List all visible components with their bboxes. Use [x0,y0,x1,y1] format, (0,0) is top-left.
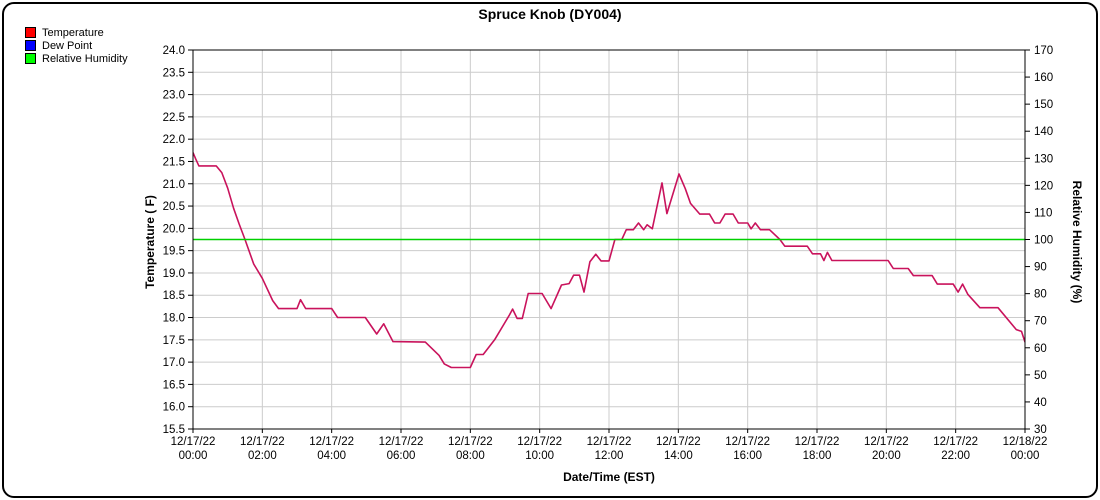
svg-text:12/17/22: 12/17/22 [448,436,493,448]
svg-text:02:00: 02:00 [248,450,277,462]
svg-text:12/17/22: 12/17/22 [379,436,424,448]
svg-text:12/18/22: 12/18/22 [1003,436,1048,448]
relative-humidity-swatch-icon [25,53,36,64]
svg-text:18.5: 18.5 [163,290,185,302]
svg-text:12/17/22: 12/17/22 [795,436,840,448]
svg-text:18.0: 18.0 [163,313,185,325]
svg-text:23.0: 23.0 [163,90,185,102]
svg-text:16.0: 16.0 [163,402,185,414]
svg-text:18:00: 18:00 [803,450,832,462]
svg-text:22.5: 22.5 [163,112,185,124]
svg-text:17.0: 17.0 [163,357,185,369]
svg-text:120: 120 [1034,180,1053,192]
tick-labels: 15.5 16.0 16.5 17.0 17.5 18.0 18.5 19.0 19.5 20.0… [163,45,1054,462]
svg-text:12/17/22: 12/17/22 [587,436,632,448]
svg-text:12/17/22: 12/17/22 [933,436,978,448]
svg-text:12/17/22: 12/17/22 [517,436,562,448]
legend-item-relative-humidity: Relative Humidity [25,52,128,65]
legend-label-dew-point: Dew Point [42,39,93,52]
svg-text:80: 80 [1034,289,1047,301]
svg-text:110: 110 [1034,207,1052,219]
svg-text:14:00: 14:00 [664,450,693,462]
svg-text:100: 100 [1034,235,1053,247]
svg-text:04:00: 04:00 [317,450,346,462]
dew-point-swatch-icon [25,40,36,51]
svg-text:12/17/22: 12/17/22 [864,436,909,448]
svg-text:90: 90 [1034,262,1047,274]
svg-text:20.0: 20.0 [163,223,185,235]
svg-text:160: 160 [1034,72,1053,84]
svg-text:15.5: 15.5 [163,424,185,436]
axis-ticks [188,49,1030,433]
svg-text:12:00: 12:00 [595,450,624,462]
x-axis-title: Date/Time (EST) [563,470,655,484]
svg-text:50: 50 [1034,370,1047,382]
svg-text:40: 40 [1034,397,1047,409]
svg-text:06:00: 06:00 [387,450,416,462]
svg-text:60: 60 [1034,343,1047,355]
svg-text:00:00: 00:00 [179,450,208,462]
svg-text:20:00: 20:00 [872,450,901,462]
svg-text:16:00: 16:00 [733,450,762,462]
svg-text:12/17/22: 12/17/22 [171,436,216,448]
svg-text:130: 130 [1034,153,1053,165]
svg-text:140: 140 [1034,126,1053,138]
svg-text:12/17/22: 12/17/22 [309,436,354,448]
svg-text:19.5: 19.5 [163,246,185,258]
svg-text:17.5: 17.5 [163,335,185,347]
gridlines [193,50,1025,429]
svg-text:170: 170 [1034,45,1053,57]
svg-text:150: 150 [1034,99,1053,111]
svg-text:00:00: 00:00 [1011,450,1040,462]
svg-text:70: 70 [1034,316,1047,328]
svg-text:16.5: 16.5 [163,379,185,391]
svg-text:08:00: 08:00 [456,450,485,462]
legend-label-temperature: Temperature [42,26,104,39]
svg-text:23.5: 23.5 [163,67,185,79]
svg-text:21.5: 21.5 [163,156,185,168]
svg-text:10:00: 10:00 [525,450,554,462]
temperature-swatch-icon [25,27,36,38]
svg-text:20.5: 20.5 [163,201,185,213]
svg-text:22.0: 22.0 [163,134,185,146]
svg-text:21.0: 21.0 [163,179,185,191]
legend-label-relative-humidity: Relative Humidity [42,52,128,65]
svg-text:22:00: 22:00 [941,450,970,462]
svg-text:12/17/22: 12/17/22 [240,436,285,448]
legend: Temperature Dew Point Relative Humidity [25,26,128,65]
svg-text:19.0: 19.0 [163,268,185,280]
svg-text:30: 30 [1034,424,1047,436]
svg-text:24.0: 24.0 [163,45,185,57]
chart-title: Spruce Knob (DY004) [478,6,622,22]
legend-item-temperature: Temperature [25,26,128,39]
svg-text:12/17/22: 12/17/22 [656,436,701,448]
legend-item-dew-point: Dew Point [25,39,128,52]
svg-text:12/17/22: 12/17/22 [725,436,770,448]
